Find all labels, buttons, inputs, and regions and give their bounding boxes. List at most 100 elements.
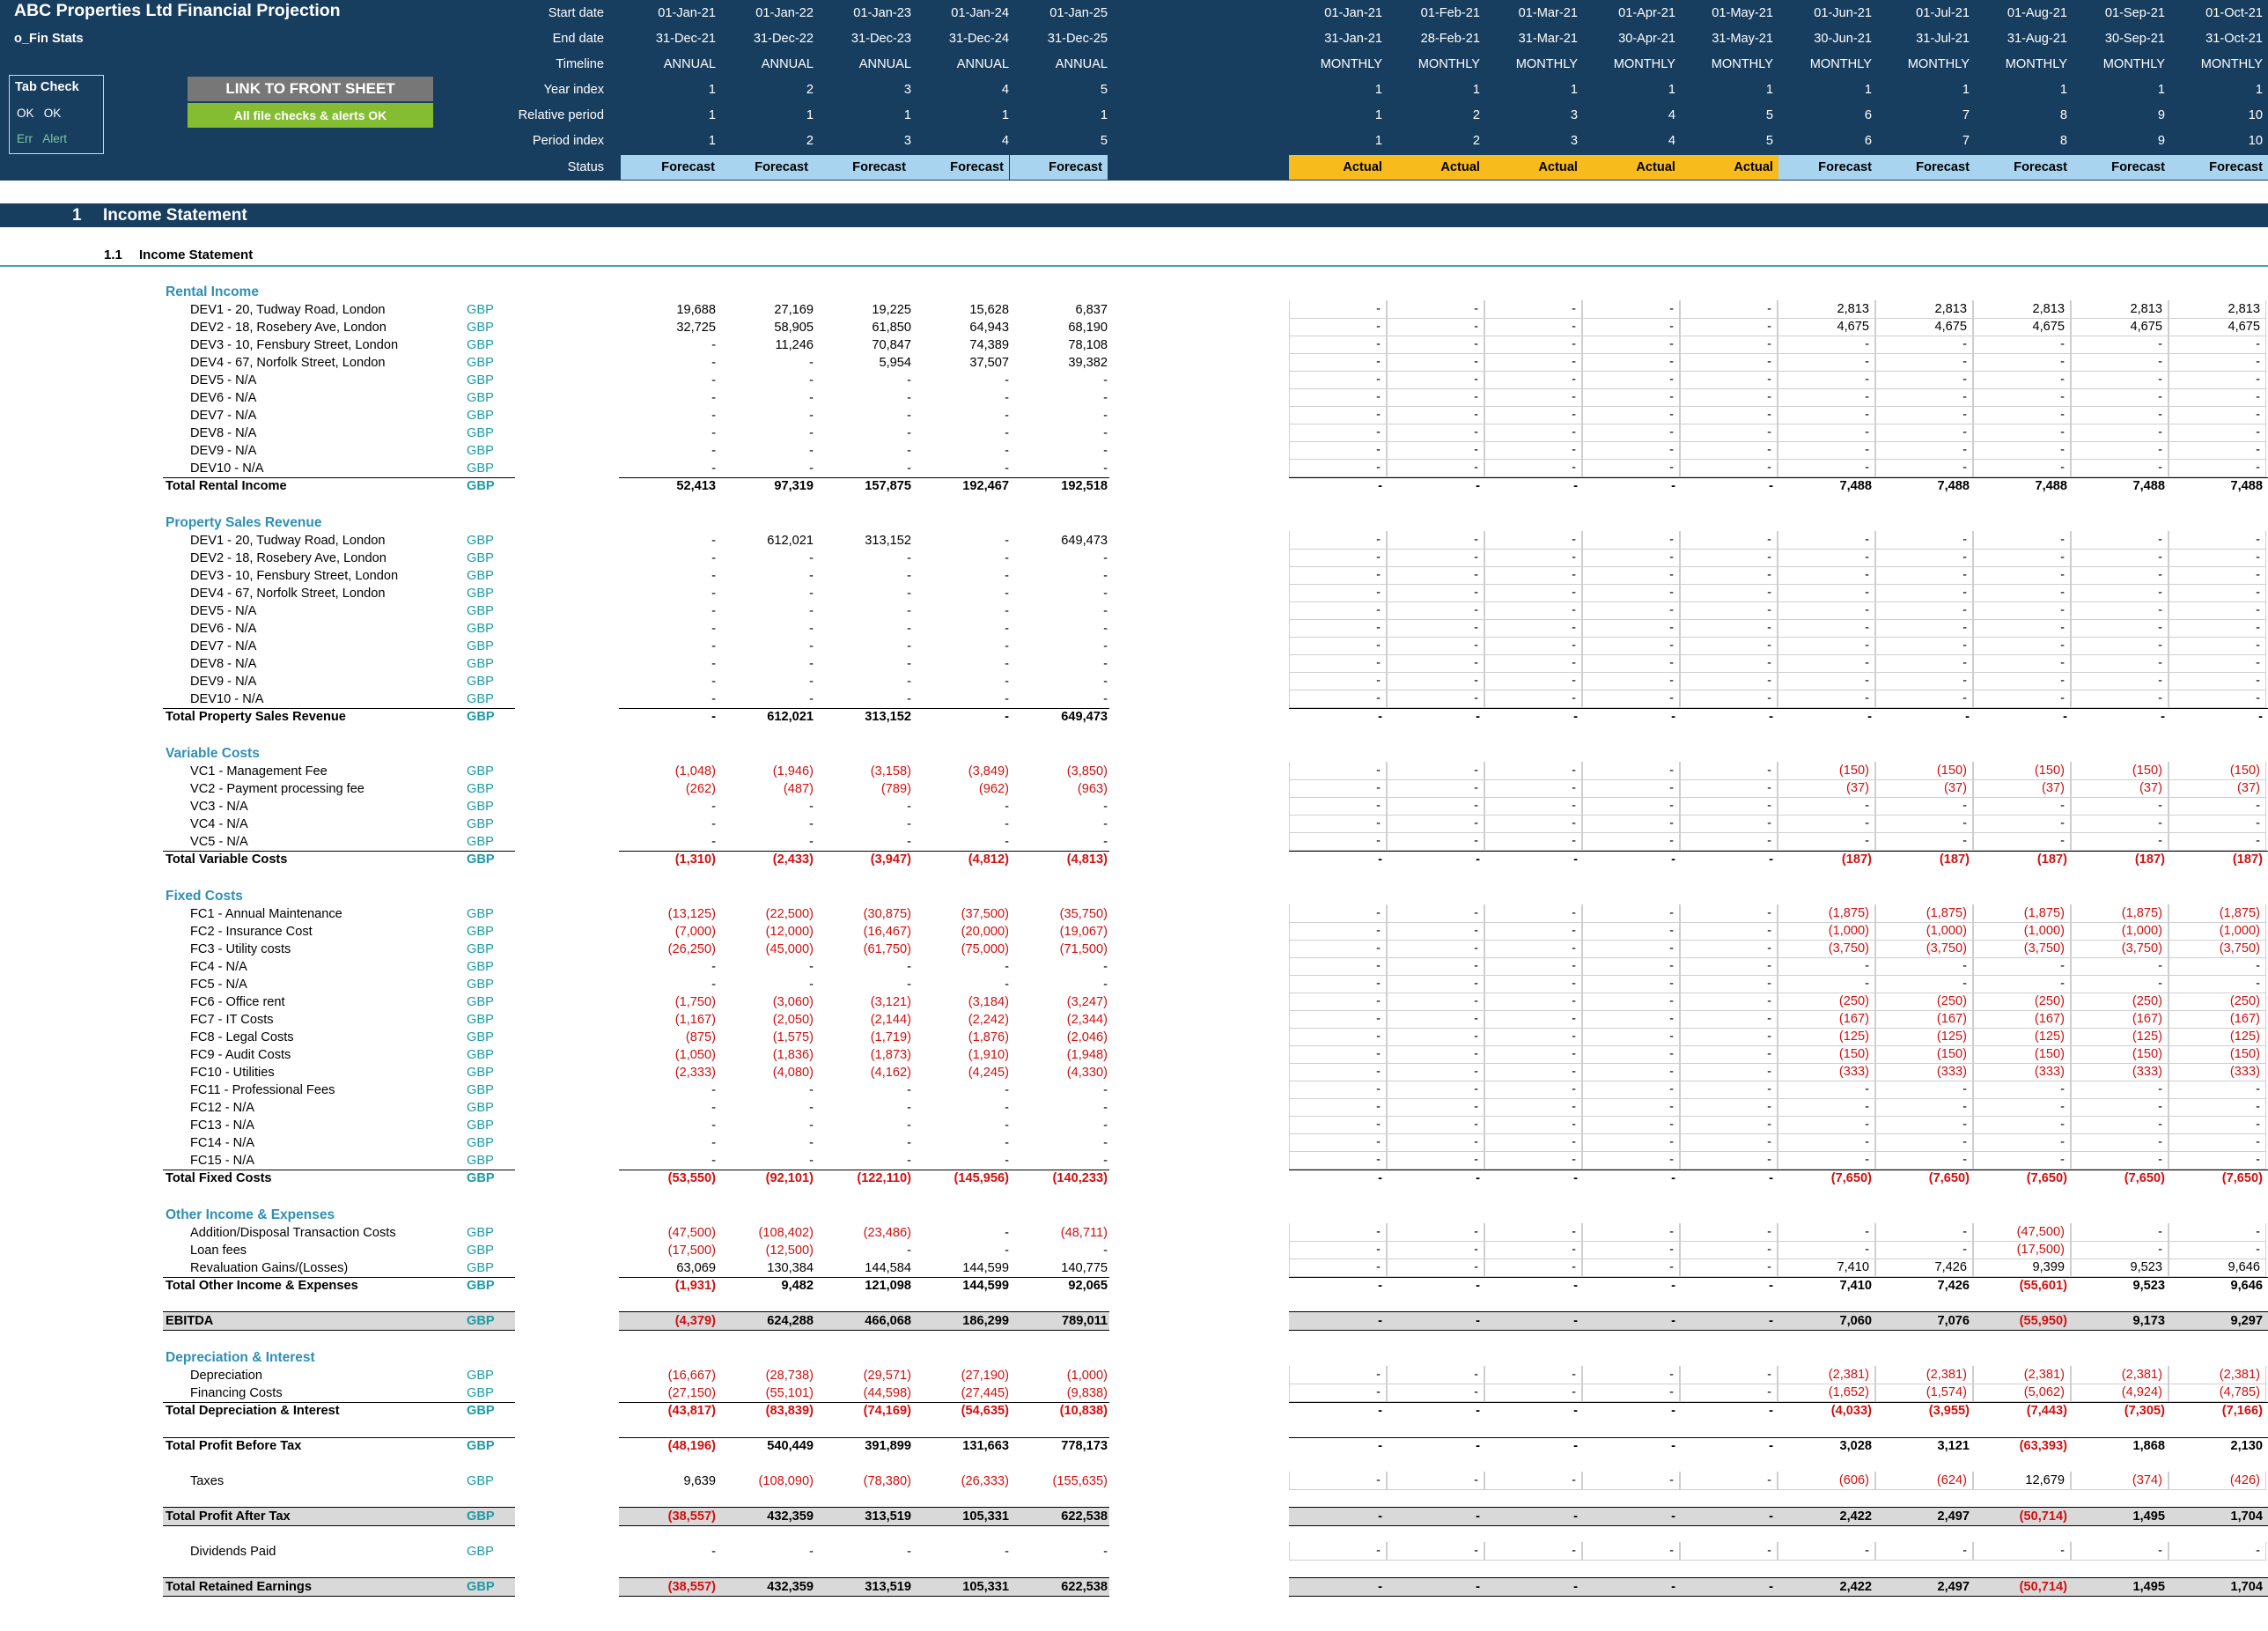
monthly-value-cell[interactable]: - [1484,762,1582,780]
monthly-value-cell[interactable]: - [1484,1098,1582,1117]
monthly-value-cell[interactable]: - [1778,672,1875,690]
monthly-value-cell[interactable]: (1,000) [1875,922,1973,941]
monthly-value-cell[interactable]: - [1680,1223,1778,1242]
monthly-value-cell[interactable]: - [1875,371,1973,389]
monthly-value-cell[interactable]: - [1875,388,1973,407]
monthly-value-cell[interactable]: - [1387,690,1484,708]
monthly-value-cell[interactable]: - [1778,371,1875,389]
monthly-value-cell[interactable]: - [1484,1081,1582,1099]
monthly-value-cell[interactable]: (150) [2071,762,2169,780]
monthly-value-cell[interactable]: - [1289,318,1387,336]
monthly-value-cell[interactable]: - [1680,654,1778,673]
monthly-value-cell[interactable]: - [1387,940,1484,958]
monthly-value-cell[interactable]: - [1875,975,1973,993]
monthly-value-cell[interactable]: - [1680,957,1778,976]
monthly-value-cell[interactable]: - [1289,1542,1387,1561]
monthly-value-cell[interactable]: - [2169,584,2266,602]
monthly-value-cell[interactable]: - [1484,459,1582,477]
monthly-value-cell[interactable]: - [1289,815,1387,833]
monthly-value-cell[interactable]: - [1973,637,2071,655]
monthly-value-cell[interactable]: - [1778,1116,1875,1134]
monthly-value-cell[interactable]: - [1680,1472,1778,1490]
monthly-value-cell[interactable]: - [1680,318,1778,336]
monthly-value-cell[interactable]: - [1680,1028,1778,1046]
monthly-value-cell[interactable]: - [1484,779,1582,798]
monthly-value-cell[interactable]: (150) [1973,1045,2071,1064]
monthly-value-cell[interactable]: (3,750) [1875,940,1973,958]
monthly-value-cell[interactable]: 2,813 [1973,300,2071,319]
monthly-value-cell[interactable]: - [2071,975,2169,993]
monthly-value-cell[interactable]: - [1973,371,2071,389]
monthly-value-cell[interactable]: - [1484,1472,1582,1490]
monthly-value-cell[interactable]: - [1973,975,2071,993]
monthly-value-cell[interactable]: - [1973,1098,2071,1117]
monthly-value-cell[interactable]: - [1875,353,1973,372]
monthly-value-cell[interactable]: - [1387,762,1484,780]
monthly-value-cell[interactable]: - [1289,797,1387,816]
monthly-value-cell[interactable]: - [1778,406,1875,424]
monthly-value-cell[interactable]: - [1289,1472,1387,1490]
monthly-value-cell[interactable]: - [1778,1098,1875,1117]
monthly-value-cell[interactable]: - [1973,406,2071,424]
monthly-value-cell[interactable]: - [1875,1542,1973,1561]
monthly-value-cell[interactable]: - [1875,619,1973,638]
monthly-value-cell[interactable]: - [1387,922,1484,941]
monthly-value-cell[interactable]: - [1875,459,1973,477]
monthly-value-cell[interactable]: - [1680,424,1778,442]
monthly-value-cell[interactable]: - [1680,1116,1778,1134]
monthly-value-cell[interactable]: - [1778,832,1875,851]
monthly-value-cell[interactable]: - [1387,1081,1484,1099]
monthly-value-cell[interactable]: - [1387,1098,1484,1117]
monthly-value-cell[interactable]: - [1387,904,1484,923]
monthly-value-cell[interactable]: - [1582,336,1680,354]
monthly-value-cell[interactable]: - [1680,993,1778,1011]
monthly-value-cell[interactable]: - [1289,672,1387,690]
monthly-value-cell[interactable]: - [2169,1241,2266,1259]
monthly-value-cell[interactable]: (167) [1973,1010,2071,1029]
monthly-value-cell[interactable]: - [1387,584,1484,602]
monthly-value-cell[interactable]: - [1582,1366,1680,1384]
monthly-value-cell[interactable]: (250) [1778,993,1875,1011]
monthly-value-cell[interactable]: - [1875,1098,1973,1117]
monthly-value-cell[interactable]: (4,785) [2169,1384,2266,1402]
monthly-value-cell[interactable]: - [1680,1010,1778,1029]
monthly-value-cell[interactable]: - [1387,1223,1484,1242]
monthly-value-cell[interactable]: - [1973,424,2071,442]
monthly-value-cell[interactable]: - [1582,1151,1680,1170]
monthly-value-cell[interactable]: - [1875,637,1973,655]
monthly-value-cell[interactable]: - [2071,371,2169,389]
monthly-value-cell[interactable]: (1,875) [2169,904,2266,923]
monthly-value-cell[interactable]: - [2169,690,2266,708]
monthly-value-cell[interactable]: - [1289,549,1387,567]
monthly-value-cell[interactable]: - [2071,441,2169,460]
monthly-value-cell[interactable]: - [2169,424,2266,442]
monthly-value-cell[interactable]: 4,675 [1973,318,2071,336]
monthly-value-cell[interactable]: - [1387,318,1484,336]
monthly-value-cell[interactable]: - [1680,815,1778,833]
monthly-value-cell[interactable]: - [1484,940,1582,958]
monthly-value-cell[interactable]: - [1582,1223,1680,1242]
monthly-value-cell[interactable]: - [1875,584,1973,602]
monthly-value-cell[interactable]: - [1582,779,1680,798]
monthly-value-cell[interactable]: - [1387,353,1484,372]
monthly-value-cell[interactable]: - [1387,1045,1484,1064]
monthly-value-cell[interactable]: - [2169,797,2266,816]
monthly-value-cell[interactable]: - [1973,672,2071,690]
monthly-value-cell[interactable]: (167) [2169,1010,2266,1029]
monthly-value-cell[interactable]: - [1387,566,1484,585]
monthly-value-cell[interactable]: - [1484,1151,1582,1170]
monthly-value-cell[interactable]: - [1875,1116,1973,1134]
monthly-value-cell[interactable]: (374) [2071,1472,2169,1490]
monthly-value-cell[interactable]: (150) [1778,1045,1875,1064]
monthly-value-cell[interactable]: - [1875,406,1973,424]
monthly-value-cell[interactable]: - [1680,690,1778,708]
monthly-value-cell[interactable]: - [1484,1241,1582,1259]
monthly-value-cell[interactable]: - [1582,1028,1680,1046]
monthly-value-cell[interactable]: - [1289,1028,1387,1046]
monthly-value-cell[interactable]: - [1289,940,1387,958]
monthly-value-cell[interactable]: - [2169,815,2266,833]
monthly-value-cell[interactable]: (1,000) [2071,922,2169,941]
monthly-value-cell[interactable]: - [1387,300,1484,319]
monthly-value-cell[interactable]: - [1582,424,1680,442]
monthly-value-cell[interactable]: - [2071,815,2169,833]
